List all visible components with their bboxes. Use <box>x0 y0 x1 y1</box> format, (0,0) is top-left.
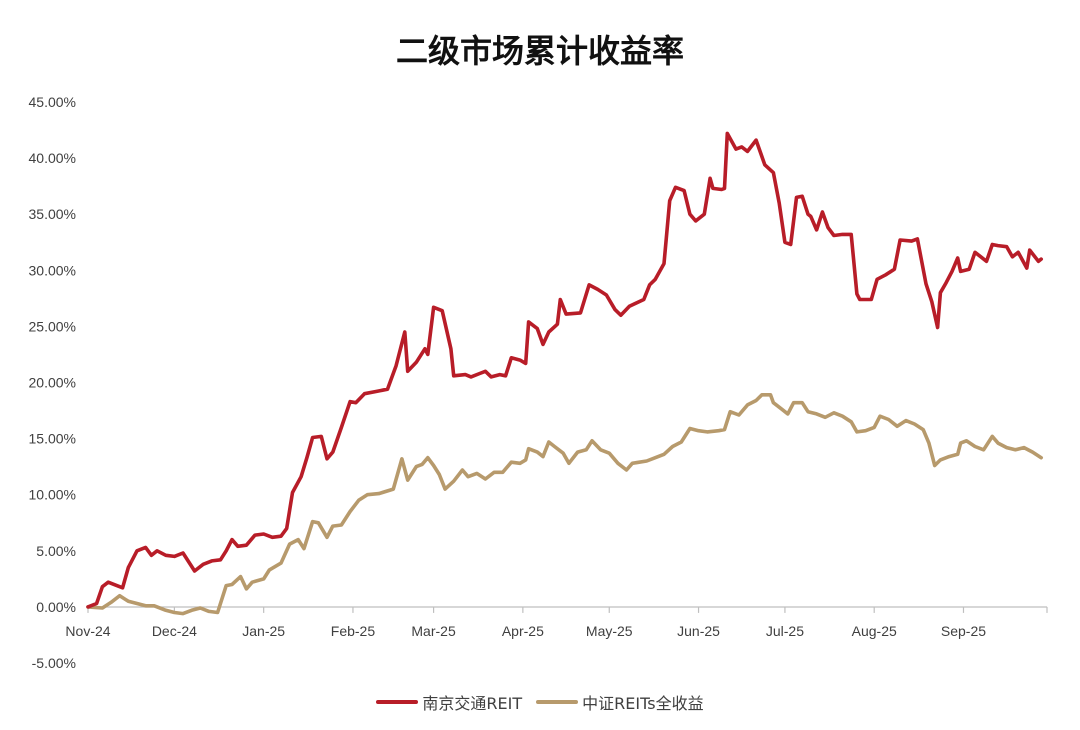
y-tick-label: 5.00% <box>36 543 76 559</box>
x-tick-label: Feb-25 <box>331 623 376 639</box>
legend-item-nanjing[interactable]: 南京交通REIT <box>376 690 522 714</box>
x-axis: Nov-24 Dec-24 Jan-25 Feb-25 Mar-25 Apr-25 May-… <box>65 606 1048 639</box>
y-tick-label: 0.00% <box>36 599 76 615</box>
x-tick-label: May-25 <box>586 623 633 639</box>
legend-swatch-csi-reits <box>536 700 579 704</box>
legend-label-nanjing: 南京交通REIT <box>422 694 523 713</box>
x-tick-label: Mar-25 <box>411 623 456 639</box>
y-tick-label: 10.00% <box>29 487 76 503</box>
x-tick-label: Jul-25 <box>766 623 804 639</box>
series-line-csi-reits <box>86 393 1043 616</box>
y-tick-label: 20.00% <box>29 375 76 391</box>
x-tick-label: Nov-24 <box>65 623 110 639</box>
x-tick-label: Aug-25 <box>852 623 897 639</box>
series-line-nanjing <box>86 131 1043 609</box>
legend: 南京交通REIT 中证REITs全收益 <box>0 690 1080 714</box>
y-tick-label: 35.00% <box>29 206 76 222</box>
x-tick-label: Jun-25 <box>677 623 720 639</box>
y-tick-label: 30.00% <box>29 262 76 278</box>
legend-label-csi-reits: 中证REITs全收益 <box>582 694 704 713</box>
series-layer <box>86 131 1043 616</box>
chart-title: 二级市场累计收益率 <box>395 32 684 70</box>
x-tick-label: Sep-25 <box>941 623 986 639</box>
y-tick-label: -5.00% <box>32 655 76 671</box>
x-tick-label: Apr-25 <box>502 623 544 639</box>
legend-swatch-nanjing <box>376 700 419 704</box>
y-tick-label: 15.00% <box>29 431 76 447</box>
y-tick-label: 45.00% <box>29 94 76 110</box>
y-tick-label: 40.00% <box>29 150 76 166</box>
legend-item-csi-reits[interactable]: 中证REITs全收益 <box>536 690 704 714</box>
y-tick-label: 25.00% <box>29 318 76 334</box>
x-tick-label: Jan-25 <box>242 623 285 639</box>
y-axis: 45.00% 40.00% 35.00% 30.00% 25.00% 20.00% 15.0… <box>29 94 76 671</box>
x-tick-label: Dec-24 <box>152 623 197 639</box>
